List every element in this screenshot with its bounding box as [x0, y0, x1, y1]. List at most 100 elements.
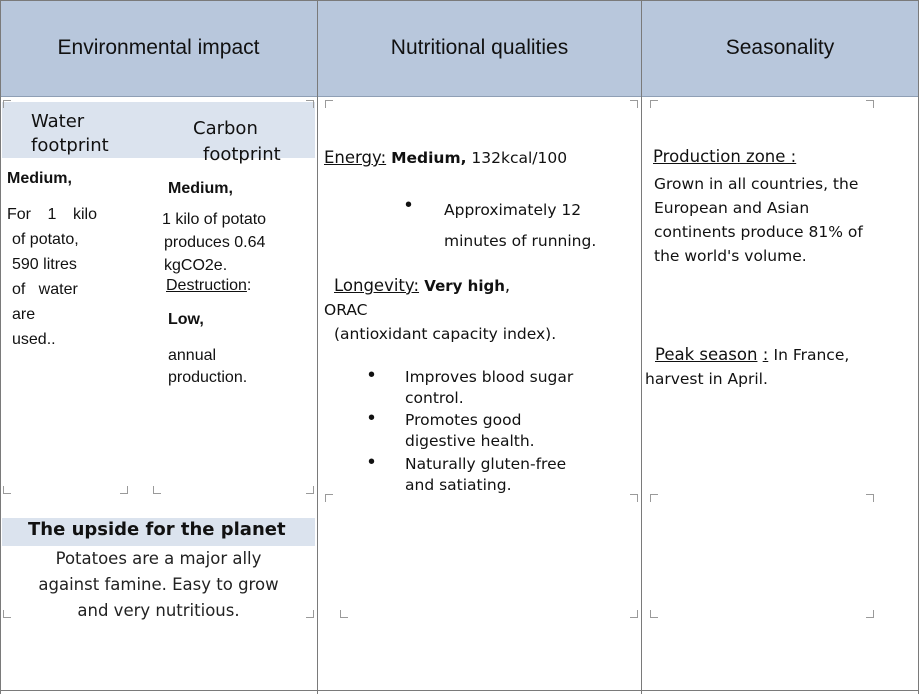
upside-line: and very nutritious.	[77, 601, 240, 620]
carbon-title-line2: footprint	[203, 144, 281, 165]
carbon-line: 1 kilo of potato	[162, 211, 267, 228]
column-divider-2	[641, 0, 642, 694]
carbon-description: 1 kilo of potato produces 0.64 kgCO2e.	[162, 208, 266, 277]
energy-equivalent-line: minutes of running.	[444, 232, 597, 250]
cell-corner-mark	[630, 494, 638, 502]
cell-corner-mark	[866, 100, 874, 108]
carbon-level: Medium,	[168, 180, 233, 197]
orac-label: ORAC	[324, 301, 368, 319]
cell-corner-mark	[3, 100, 11, 108]
energy-line: Energy: Medium, 132kcal/100	[324, 148, 567, 167]
cell-corner-mark	[325, 100, 333, 108]
table-border-left	[0, 0, 1, 694]
header-seasonality: Seasonality	[642, 0, 918, 97]
carbon-title-line1: Carbon	[193, 118, 258, 139]
water-line: For 1 kilo	[7, 206, 97, 223]
production-zone-description: Grown in all countries, the European and…	[654, 172, 863, 268]
longevity-line: Longevity: Very high,	[334, 276, 510, 295]
energy-value: 132kcal/100	[471, 149, 568, 167]
water-description: For 1 kilo of potato, 590 litres of wate…	[7, 202, 97, 352]
orac-description: (antioxidant capacity index).	[334, 325, 557, 343]
cell-corner-mark	[650, 610, 658, 618]
benefit-item: Promotes good digestive health.	[405, 410, 535, 452]
bullet-icon: •	[368, 451, 376, 473]
water-line: used..	[12, 331, 56, 348]
destruction-level: Low,	[168, 311, 204, 328]
benefit-line: Promotes good	[405, 411, 522, 429]
cell-corner-mark	[650, 100, 658, 108]
header-nutritional: Nutritional qualities	[318, 0, 641, 97]
water-title-line2: footprint	[31, 135, 109, 156]
destruction-colon: :	[246, 277, 252, 294]
energy-label: Energy:	[324, 148, 387, 167]
benefit-item: Improves blood sugar control.	[405, 367, 573, 409]
energy-equivalent: Approximately 12 minutes of running.	[444, 195, 596, 257]
peak-season-colon: :	[762, 345, 769, 364]
upside-title: The upside for the planet	[28, 519, 286, 540]
cell-corner-mark	[306, 100, 314, 108]
bullet-icon: •	[368, 407, 376, 429]
benefit-line: and satiating.	[405, 476, 512, 494]
cell-corner-mark	[153, 486, 161, 494]
carbon-line: kgCO2e.	[164, 257, 228, 274]
longevity-comma: ,	[504, 276, 511, 295]
water-title-line1: Water	[31, 111, 85, 132]
peak-season-detail: harvest in April.	[645, 370, 768, 388]
water-line: are	[12, 306, 36, 323]
cell-corner-mark	[630, 100, 638, 108]
bullet-icon: •	[368, 364, 376, 386]
header-environmental: Environmental impact	[0, 0, 317, 97]
cell-corner-mark	[306, 610, 314, 618]
cell-corner-mark	[866, 610, 874, 618]
cell-corner-mark	[306, 486, 314, 494]
table-border-top	[0, 0, 919, 1]
peak-season-label: Peak season	[655, 345, 758, 364]
energy-equivalent-line: Approximately 12	[444, 201, 582, 219]
upside-line: against famine. Easy to grow	[38, 575, 279, 594]
production-line: Grown in all countries, the	[654, 175, 859, 193]
upside-description: Potatoes are a major ally against famine…	[2, 546, 315, 624]
cell-corner-mark	[3, 486, 11, 494]
benefit-line: control.	[405, 389, 464, 407]
header-nutritional-label: Nutritional qualities	[390, 36, 569, 59]
cell-corner-mark	[630, 610, 638, 618]
peak-season-line: Peak season : In France,	[655, 345, 849, 364]
production-line: the world's volume.	[654, 247, 807, 265]
carbon-footprint-title: Carbon footprint	[193, 116, 281, 168]
water-line: of water	[12, 281, 78, 298]
column-divider-1	[317, 0, 318, 694]
production-line: continents produce 81% of	[654, 223, 863, 241]
destruction-label: Destruction	[166, 277, 247, 294]
destruction-line: production.	[168, 369, 248, 386]
benefit-line: digestive health.	[405, 432, 535, 450]
energy-level: Medium,	[391, 149, 467, 167]
upside-title-band	[2, 518, 315, 546]
cell-corner-mark	[3, 610, 11, 618]
header-seasonality-label: Seasonality	[725, 36, 835, 59]
longevity-level: Very high	[424, 277, 505, 295]
production-zone-label: Production zone :	[653, 147, 796, 166]
water-line: 590 litres	[12, 256, 77, 273]
table-border-right	[918, 0, 919, 694]
cell-corner-mark	[866, 494, 874, 502]
cell-corner-mark	[340, 610, 348, 618]
carbon-line: produces 0.64	[164, 234, 266, 251]
water-line: of potato,	[12, 231, 79, 248]
upside-line: Potatoes are a major ally	[55, 549, 262, 568]
destruction-heading: Destruction:	[166, 277, 251, 295]
header-environmental-label: Environmental impact	[57, 36, 260, 59]
footprint-title-band	[2, 102, 315, 158]
benefit-line: Naturally gluten-free	[405, 455, 567, 473]
cell-corner-mark	[650, 494, 658, 502]
table-border-bottom	[0, 690, 919, 691]
bullet-icon: •	[405, 194, 413, 216]
production-zone-label-text: Production zone :	[653, 147, 797, 166]
water-footprint-title: Water footprint	[31, 110, 109, 158]
production-line: European and Asian	[654, 199, 810, 217]
longevity-label: Longevity:	[334, 276, 420, 295]
benefit-item: Naturally gluten-free and satiating.	[405, 454, 566, 496]
cell-corner-mark	[325, 494, 333, 502]
water-level: Medium,	[7, 170, 72, 187]
destruction-description: annual production.	[168, 345, 247, 389]
